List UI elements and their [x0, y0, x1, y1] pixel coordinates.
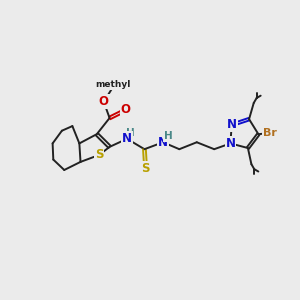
Text: H: H — [164, 131, 172, 141]
Text: N: N — [158, 136, 168, 149]
Text: O: O — [121, 103, 131, 116]
Text: N: N — [226, 137, 236, 150]
Text: O: O — [99, 95, 109, 108]
Text: H: H — [126, 128, 135, 138]
Text: N: N — [226, 118, 237, 131]
Text: S: S — [141, 162, 150, 175]
Text: Br: Br — [263, 128, 277, 138]
Text: methyl: methyl — [95, 80, 131, 89]
Text: N: N — [122, 132, 132, 145]
Text: S: S — [95, 148, 103, 161]
